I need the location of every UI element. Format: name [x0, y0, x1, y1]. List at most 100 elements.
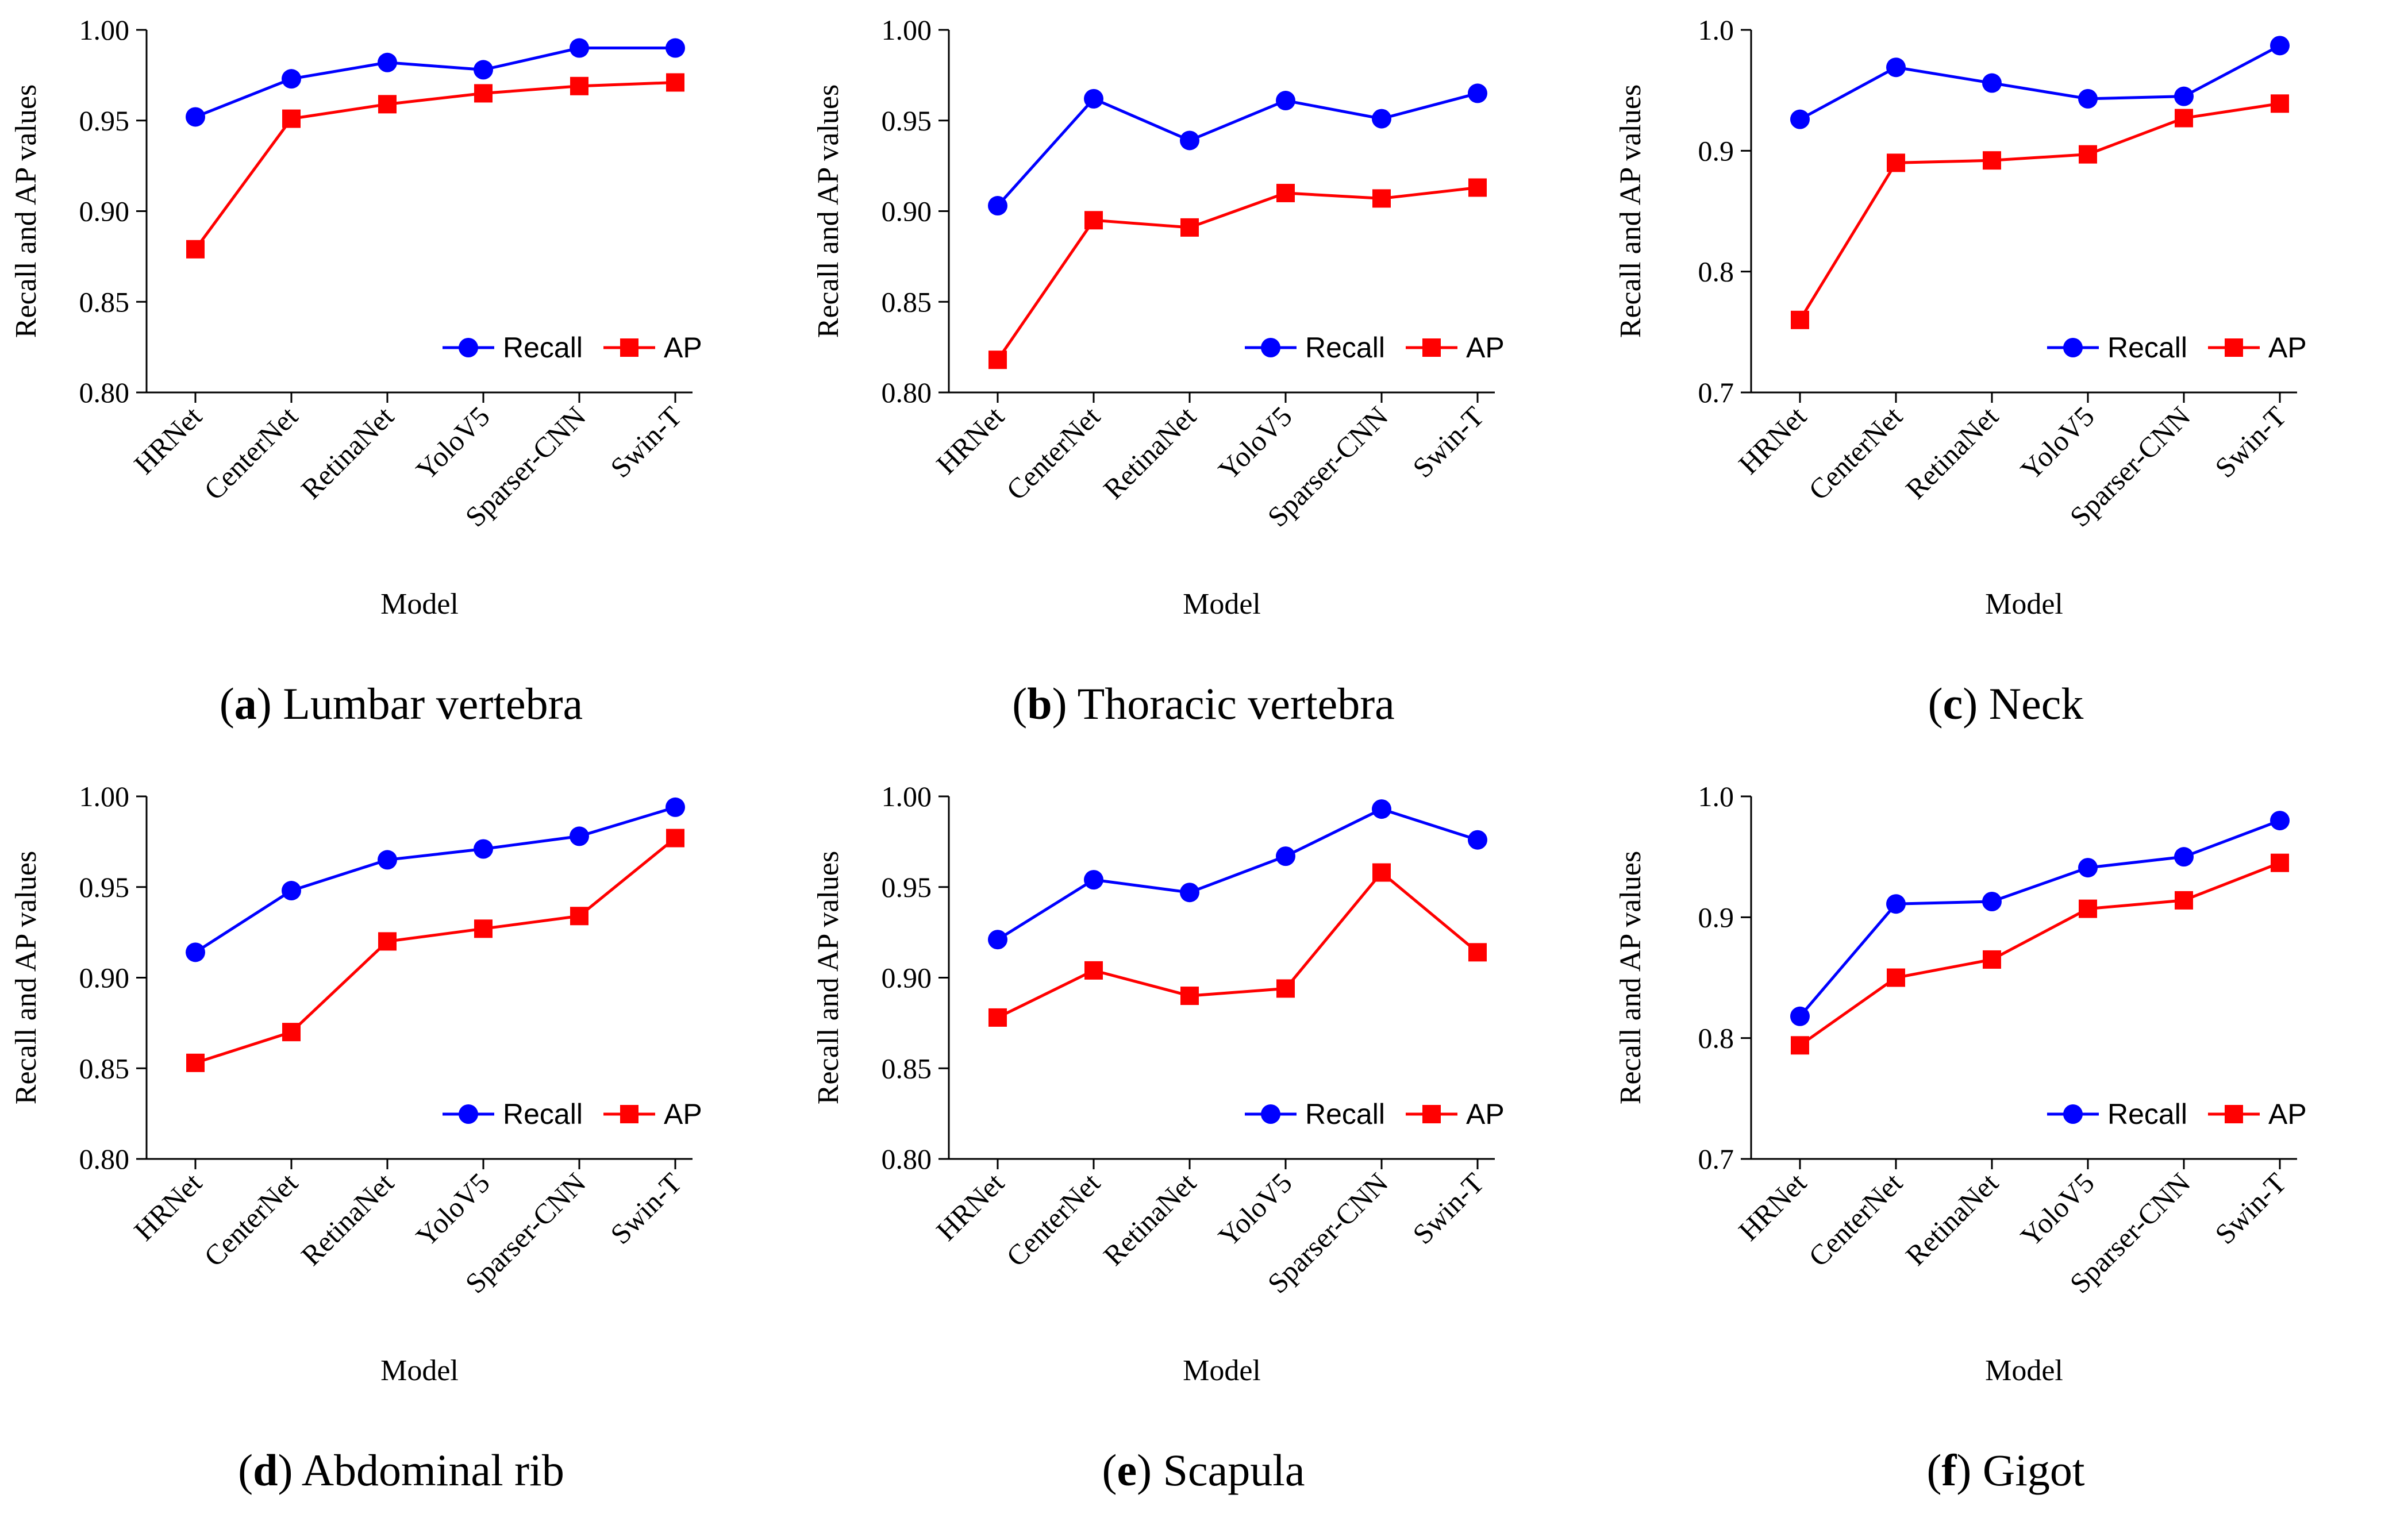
data-point-recall: [1982, 891, 2002, 911]
legend-marker-recall: [459, 1104, 478, 1124]
legend-label-recall: Recall: [503, 332, 583, 364]
y-tick-label: 0.80: [79, 376, 130, 409]
data-point-ap: [570, 907, 588, 926]
x-tick-label: HRNet: [930, 400, 1010, 480]
x-tick-label: YoloV5: [410, 400, 496, 486]
data-point-ap: [2079, 899, 2097, 918]
y-tick-label: 0.9: [1698, 901, 1734, 933]
chart-svg: 0.80 0.85 0.90 0.95 1.00 HRNetCenterNetRetina…: [812, 780, 1505, 1387]
series-line-ap: [1799, 861, 2280, 1047]
legend-label-ap: AP: [664, 332, 702, 364]
data-point-recall: [2270, 811, 2290, 831]
x-tick-label: YoloV5: [410, 1166, 496, 1253]
data-point-recall: [1886, 57, 1906, 78]
data-point-ap: [1180, 218, 1199, 237]
x-tick-label: CenterNet: [1802, 400, 1909, 506]
y-axis-title: Recall and AP values: [1614, 84, 1647, 338]
y-tick-label: 0.95: [79, 105, 130, 137]
x-tick-label: Swin-T: [1406, 1166, 1490, 1250]
x-tick-label: Swin-T: [604, 400, 688, 484]
data-point-recall: [474, 839, 493, 859]
data-point-ap: [1887, 153, 1905, 172]
panel-caption: (a) Lumbar vertebra: [219, 679, 583, 729]
data-point-ap: [186, 240, 205, 259]
data-point-ap: [1468, 178, 1487, 197]
legend-marker-ap: [620, 1105, 638, 1123]
y-tick-label: 0.95: [79, 871, 130, 903]
legend-marker-recall: [2063, 338, 2083, 357]
y-tick-label: 0.80: [882, 376, 932, 409]
data-point-ap: [1372, 863, 1391, 882]
data-point-ap: [1887, 968, 1905, 987]
legend-marker-ap: [1422, 338, 1441, 357]
x-tick-label: HRNet: [128, 400, 208, 480]
panel-caption: (d) Abdominal rib: [238, 1445, 564, 1495]
data-point-recall: [1468, 830, 1487, 850]
data-point-recall: [988, 930, 1007, 950]
chart-panel-d: 0.80 0.85 0.90 0.95 1.00 HRNet CenterNet Retina…: [0, 766, 802, 1533]
data-point-ap: [666, 829, 684, 848]
data-point-recall: [2174, 847, 2194, 867]
x-tick-label: CenterNet: [198, 400, 304, 506]
data-point-recall: [186, 942, 205, 962]
x-tick-label: YoloV5: [1212, 1166, 1298, 1253]
data-point-ap: [2175, 891, 2193, 910]
series-line-ap: [194, 80, 676, 251]
chart-panel-c: 0.7 0.8 0.9 1.0 HRNet CenterNet RetinaNet YoloV…: [1605, 0, 2407, 766]
data-point-ap: [2175, 109, 2193, 128]
panel-caption: (b) Thoracic vertebra: [1012, 679, 1395, 729]
data-point-ap: [1983, 151, 2001, 170]
x-axis-title: Model: [1183, 1354, 1261, 1387]
data-point-recall: [2270, 36, 2290, 56]
x-tick-label: HRNet: [930, 1166, 1010, 1247]
x-tick-label: HRNet: [1732, 1166, 1813, 1247]
panel-caption-text: Neck: [1988, 679, 2084, 729]
data-point-ap: [1468, 943, 1487, 962]
data-point-ap: [1791, 1036, 1809, 1055]
data-point-recall: [666, 797, 685, 817]
legend-marker-recall: [1261, 338, 1280, 357]
data-point-ap: [2079, 145, 2097, 164]
chart-panel-a: 0.80 0.85 0.90 0.95 1.00 HRNet CenterNet Retina…: [0, 0, 802, 766]
y-tick-label: 0.90: [79, 195, 130, 228]
y-tick-label: 0.90: [882, 195, 932, 228]
data-point-ap: [1791, 310, 1809, 329]
data-point-recall: [1084, 870, 1103, 890]
y-tick-label: 0.85: [79, 1052, 130, 1084]
series-line-recall: [997, 807, 1478, 941]
y-tick-label: 1.0: [1698, 780, 1734, 812]
data-point-ap: [988, 1008, 1007, 1027]
series-line-ap: [996, 186, 1478, 361]
data-point-recall: [1886, 894, 1906, 914]
data-point-recall: [378, 850, 397, 870]
panel-caption-letter: f: [1941, 1445, 1957, 1495]
x-tick-label: CenterNet: [1000, 1166, 1106, 1273]
legend-marker-ap: [1422, 1105, 1441, 1123]
x-tick-label: Swin-T: [1406, 400, 1490, 484]
data-point-recall: [1180, 883, 1199, 903]
y-tick-label: 1.0: [1698, 14, 1734, 46]
y-tick-label: 1.00: [79, 780, 130, 812]
data-point-recall: [2078, 88, 2098, 109]
legend-marker-recall: [459, 338, 478, 357]
chart-panel-b: 0.80 0.85 0.90 0.95 1.00 HRNet CenterNet Retina…: [802, 0, 1605, 766]
legend-marker-recall: [2063, 1104, 2083, 1124]
panel-caption: (e) Scapula: [1102, 1445, 1305, 1495]
y-tick-label: 0.90: [79, 962, 130, 994]
panel-caption-letter: c: [1942, 679, 1963, 729]
y-tick-label: 0.85: [882, 286, 932, 318]
data-point-recall: [1372, 109, 1391, 129]
data-point-recall: [1372, 799, 1391, 819]
data-point-ap: [570, 76, 588, 95]
legend-label-ap: AP: [1466, 332, 1505, 364]
data-point-ap: [1084, 211, 1103, 230]
y-tick-label: 1.00: [79, 14, 130, 46]
legend-marker-ap: [2225, 1105, 2243, 1123]
data-point-ap: [378, 932, 397, 951]
x-tick-label: RetinaNet: [1899, 400, 2005, 505]
legend-label-ap: AP: [664, 1098, 702, 1130]
data-point-recall: [282, 881, 301, 901]
chart-panel-f: 0.7 0.8 0.9 1.0 HRNet CenterNet RetinaNet YoloV…: [1605, 766, 2407, 1533]
x-axis-title: Model: [1183, 588, 1261, 621]
series-line-ap: [1798, 102, 2280, 321]
